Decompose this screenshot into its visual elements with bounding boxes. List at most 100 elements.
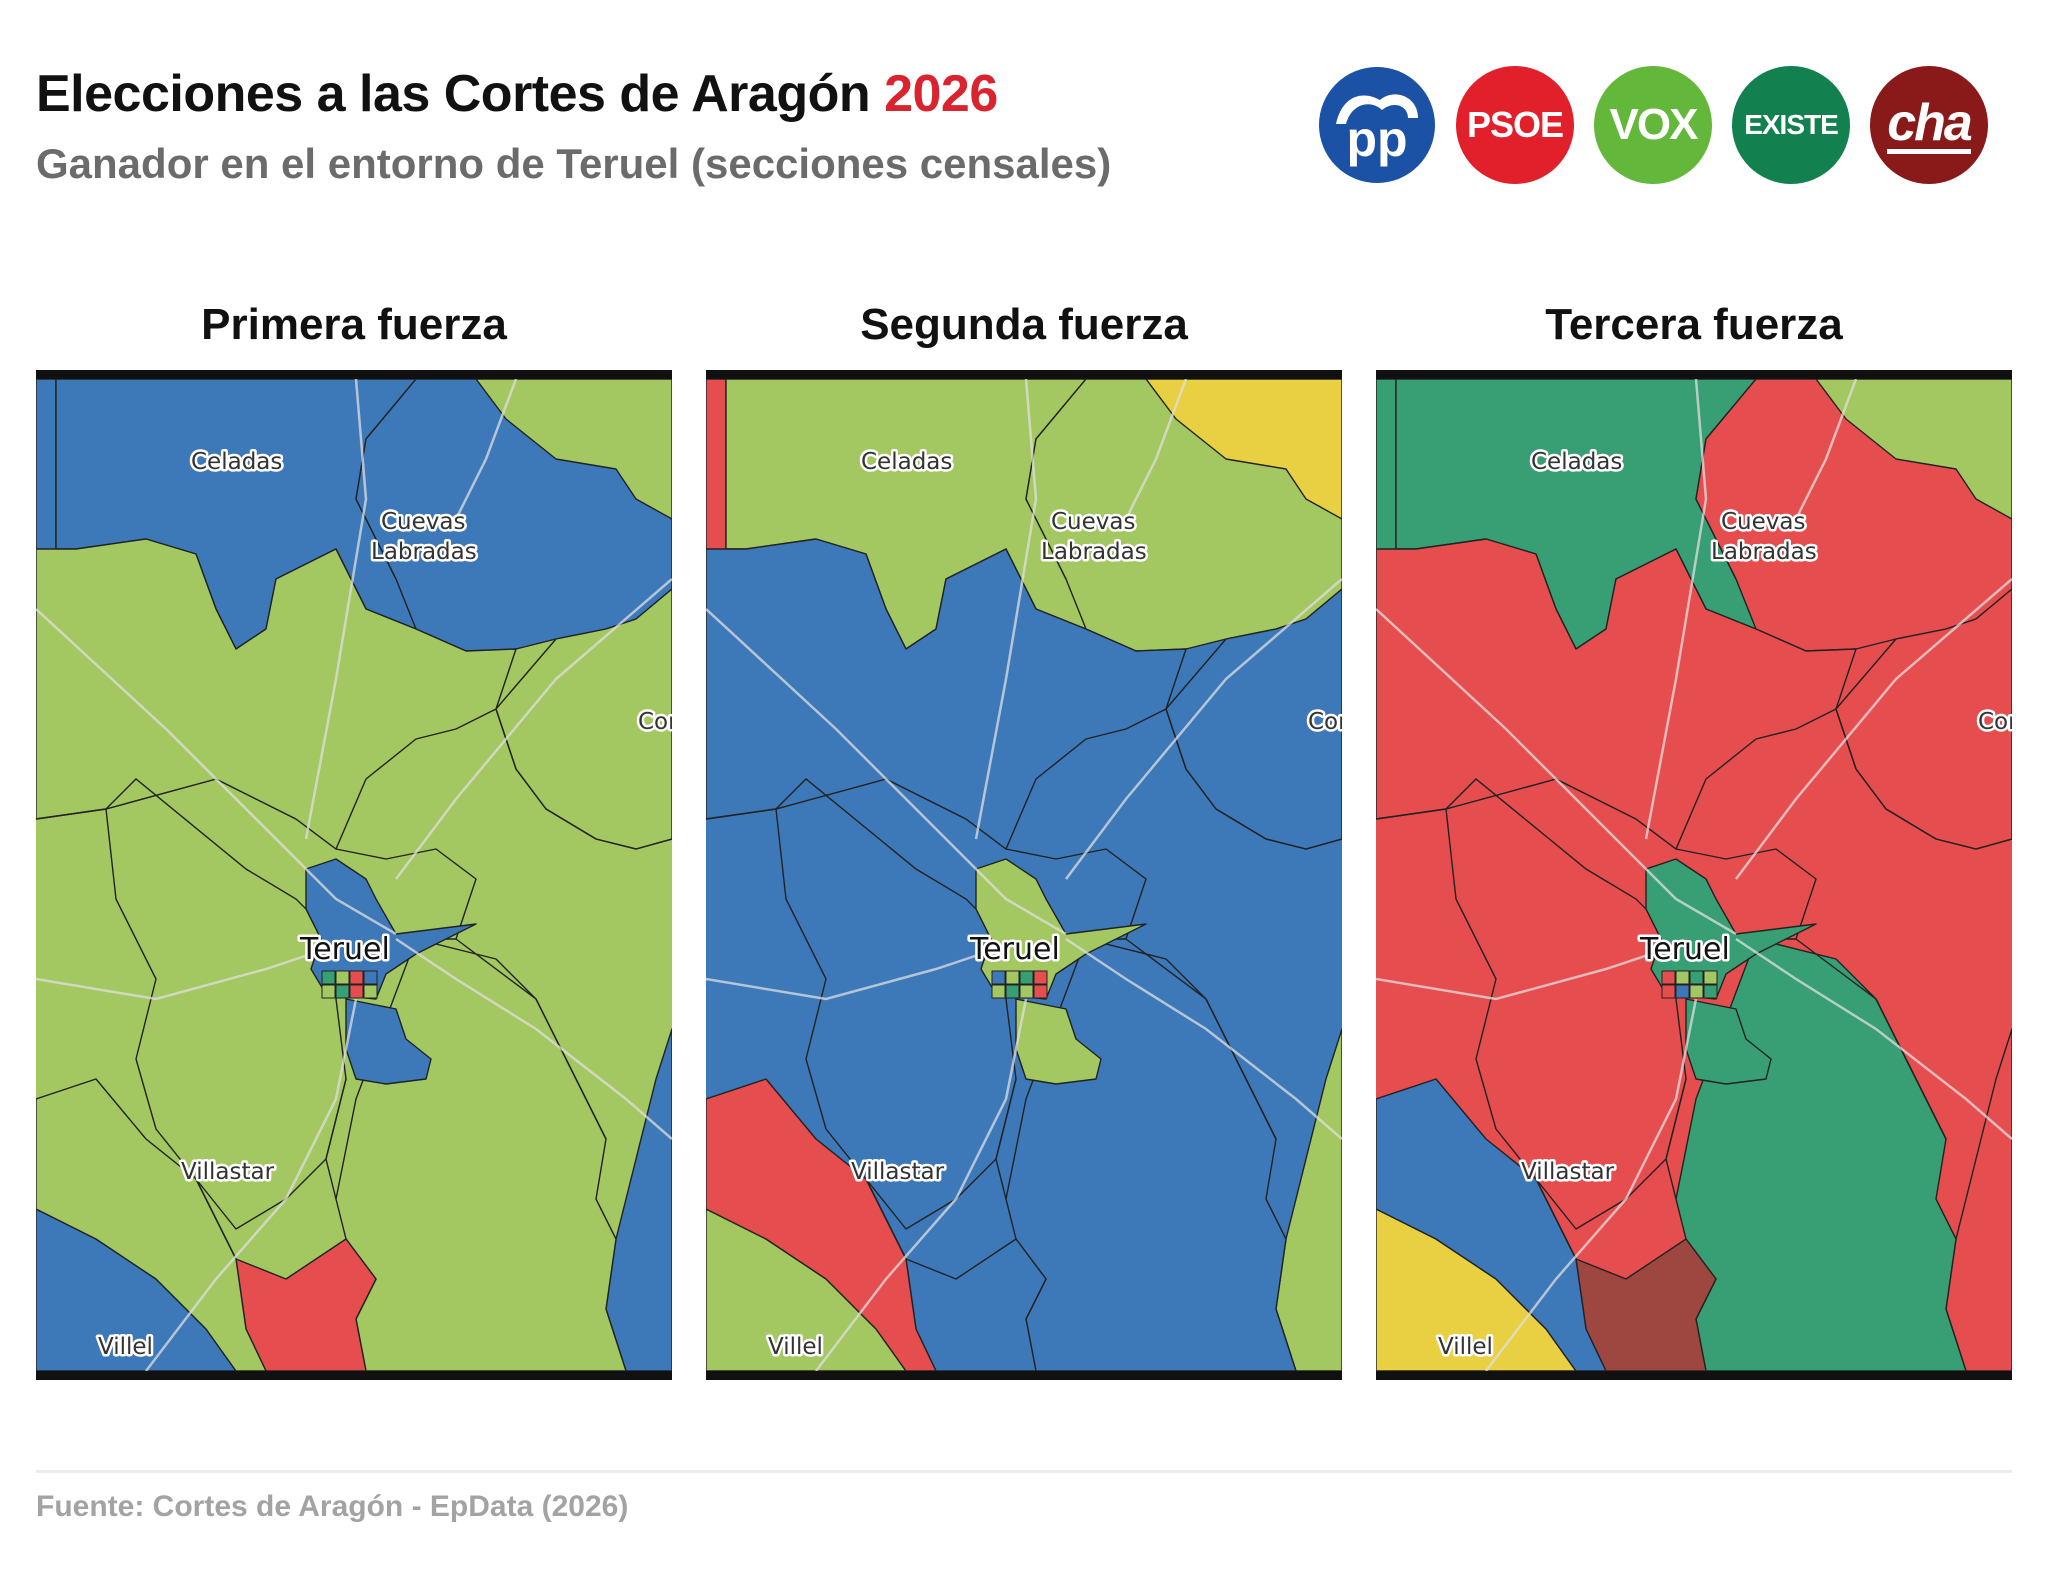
region-yellow-corner[interactable]: [1145, 379, 1342, 520]
region-yellow-corner[interactable]: [1815, 379, 2012, 520]
region-center[interactable]: [775, 778, 1147, 1230]
place-label-cuevas: Cuevas: [381, 509, 465, 535]
pp-logo-graphic: pp: [1319, 67, 1435, 183]
region-far-w[interactable]: [706, 379, 727, 560]
region-w[interactable]: [706, 538, 1187, 850]
place-label-villel: Villel: [768, 1334, 823, 1360]
city-section[interactable]: [1703, 970, 1718, 985]
region-city[interactable]: [975, 858, 1147, 1000]
city-section[interactable]: [349, 970, 364, 985]
region-far-w[interactable]: [1376, 379, 1397, 560]
pp-logo-text: pp: [1346, 111, 1407, 167]
road-line: [1376, 608, 1737, 936]
region-center[interactable]: [105, 778, 477, 1230]
place-label-cor: Cor: [638, 709, 672, 735]
road-line: [974, 379, 1038, 840]
map-panel-primera: Primera fuerza Celadas Cuevas Labradas Cor T…: [36, 300, 672, 1390]
region-far-w[interactable]: [36, 379, 57, 560]
place-label-villastar: Villastar: [181, 1159, 275, 1185]
choropleth-map[interactable]: Celadas Cuevas Labradas Cor Teruel Villastar V…: [706, 379, 1342, 1371]
road-line: [706, 947, 997, 1001]
city-section[interactable]: [1005, 970, 1020, 985]
region-w[interactable]: [1376, 538, 1857, 850]
place-label-teruel: Teruel: [1639, 932, 1730, 967]
region-w[interactable]: [36, 538, 517, 850]
road-line: [815, 998, 1028, 1371]
city-section[interactable]: [1033, 970, 1048, 985]
cha-logo-icon: cha: [1870, 66, 1988, 184]
place-label-teruel: Teruel: [969, 932, 1060, 967]
place-label-cor: Cor: [1308, 709, 1342, 735]
section-border: [1165, 708, 1342, 850]
city-section[interactable]: [335, 984, 350, 999]
city-section[interactable]: [335, 970, 350, 985]
place-label-villastar: Villastar: [851, 1159, 945, 1185]
city-section[interactable]: [1019, 984, 1034, 999]
city-section[interactable]: [991, 984, 1006, 999]
road-line: [1644, 379, 1708, 840]
region-center[interactable]: [1445, 778, 1817, 1230]
city-section[interactable]: [1005, 984, 1020, 999]
region-yellow-corner[interactable]: [475, 379, 672, 520]
region-city-tail[interactable]: [1015, 998, 1102, 1085]
city-section[interactable]: [1675, 984, 1690, 999]
city-section[interactable]: [1689, 970, 1704, 985]
city-section[interactable]: [1019, 970, 1034, 985]
place-label-cuevas: Labradas: [371, 539, 477, 565]
place-label-villel: Villel: [1438, 1334, 1493, 1360]
city-section[interactable]: [321, 970, 336, 985]
place-label-cuevas: Labradas: [1041, 539, 1147, 565]
region-sw[interactable]: [1376, 1078, 1607, 1371]
city-section[interactable]: [991, 970, 1006, 985]
road-line: [1794, 379, 1858, 520]
road-line: [304, 379, 368, 840]
city-section[interactable]: [1675, 970, 1690, 985]
title-year: 2026: [884, 65, 998, 123]
section-border: [1445, 778, 1647, 910]
place-label-cuevas: Cuevas: [1721, 509, 1805, 535]
pp-logo-icon: pp: [1318, 66, 1436, 184]
section-border: [1665, 1078, 1687, 1200]
road-line: [1376, 947, 1667, 1001]
section-border: [325, 1078, 347, 1200]
road-line: [145, 998, 358, 1371]
section-border: [1535, 1178, 1577, 1260]
region-city-tail[interactable]: [1685, 998, 1772, 1085]
map-frame[interactable]: Celadas Cuevas Labradas Cor Teruel Villastar V…: [1376, 370, 2012, 1380]
page-title: Elecciones a las Cortes de Aragón 2026: [36, 64, 998, 124]
region-sw[interactable]: [36, 1078, 267, 1371]
city-section[interactable]: [321, 984, 336, 999]
city-section[interactable]: [1661, 970, 1676, 985]
section-border: [865, 1178, 907, 1260]
road-line: [1065, 578, 1342, 880]
map-panel-tercera: Tercera fuerza Celadas Cuevas Labradas Cor T…: [1376, 300, 2012, 1390]
vox-logo-icon: VOX: [1594, 66, 1712, 184]
map-frame[interactable]: Celadas Cuevas Labradas Cor Teruel Villastar V…: [36, 370, 672, 1380]
city-section[interactable]: [1703, 984, 1718, 999]
place-label-teruel: Teruel: [299, 932, 390, 967]
city-section[interactable]: [363, 984, 378, 999]
city-section[interactable]: [1661, 984, 1676, 999]
city-section[interactable]: [349, 984, 364, 999]
place-label-cuevas: Cuevas: [1051, 509, 1135, 535]
map-frame[interactable]: Celadas Cuevas Labradas Cor Teruel Villastar V…: [706, 370, 1342, 1380]
region-city-tail[interactable]: [345, 998, 432, 1085]
place-label-cor: Cor: [1978, 709, 2012, 735]
region-city[interactable]: [1645, 858, 1817, 1000]
psoe-logo-icon: PSOE: [1456, 66, 1574, 184]
choropleth-map[interactable]: Celadas Cuevas Labradas Cor Teruel Villastar V…: [1376, 379, 2012, 1371]
section-border: [1125, 938, 1277, 1140]
region-city[interactable]: [305, 858, 477, 1000]
city-section[interactable]: [363, 970, 378, 985]
place-label-celadas: Celadas: [861, 449, 952, 475]
region-sw[interactable]: [706, 1078, 937, 1371]
map-panel-segunda: Segunda fuerza Celadas Cuevas Labradas Cor T…: [706, 300, 1342, 1390]
section-border: [495, 708, 672, 850]
city-section[interactable]: [1689, 984, 1704, 999]
city-section[interactable]: [1033, 984, 1048, 999]
choropleth-map[interactable]: Celadas Cuevas Labradas Cor Teruel Villastar V…: [36, 379, 672, 1371]
section-border: [36, 808, 107, 820]
existe-logo-text: EXISTE: [1744, 109, 1839, 140]
road-line: [1485, 998, 1698, 1371]
road-line: [1735, 578, 2012, 880]
